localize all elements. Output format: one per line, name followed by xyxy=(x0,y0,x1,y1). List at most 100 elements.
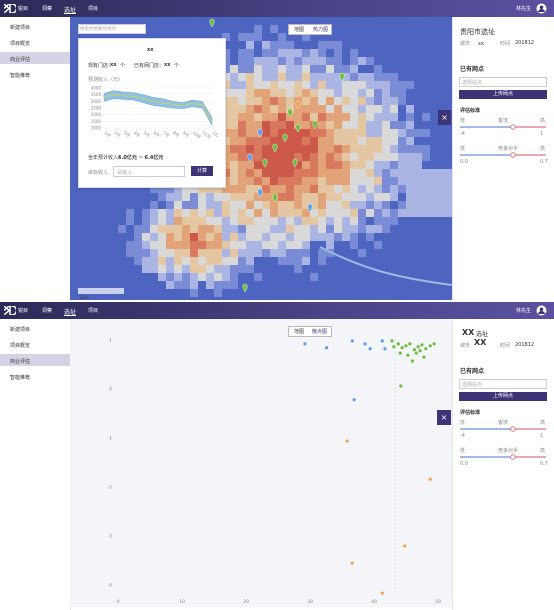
search-box[interactable] xyxy=(78,24,146,34)
upload-button[interactable]: 上传网点 xyxy=(459,392,547,401)
heat-cell xyxy=(310,265,318,273)
heat-cell xyxy=(318,289,326,297)
heat-cell xyxy=(414,209,422,217)
heat-cell xyxy=(174,241,182,249)
heat-cell xyxy=(358,145,366,153)
heat-cell xyxy=(382,225,390,233)
x-tick-label: 11月 xyxy=(202,130,212,140)
heat-cell xyxy=(334,33,342,41)
nav-item[interactable]: 洞察 xyxy=(42,6,53,12)
heat-cell xyxy=(222,297,230,300)
heat-cell xyxy=(166,273,174,281)
heat-cell xyxy=(78,273,86,281)
heat-cell xyxy=(342,289,350,297)
heat-cell xyxy=(78,217,86,225)
heat-cell xyxy=(374,89,382,97)
user-name[interactable]: 林先生 xyxy=(516,308,532,314)
store-select[interactable] xyxy=(459,77,547,87)
heat-cell xyxy=(446,257,452,265)
nav-item[interactable]: 项目 xyxy=(88,308,99,314)
toggle-item[interactable]: 地图 xyxy=(294,27,305,33)
heat-cell xyxy=(382,25,390,33)
nav-item[interactable]: 项目 xyxy=(88,6,99,12)
sidebar-item[interactable]: 新建项目 xyxy=(10,327,31,333)
heat-cell xyxy=(350,289,358,297)
header xyxy=(0,302,554,319)
heat-cell xyxy=(382,249,390,257)
heat-cell xyxy=(438,73,446,81)
heat-cell xyxy=(270,89,278,97)
heat-cell xyxy=(358,297,366,300)
heat-cell xyxy=(390,257,398,265)
heat-cell xyxy=(166,249,174,257)
heat-cell xyxy=(70,65,78,73)
slider-handle[interactable] xyxy=(510,426,516,432)
heat-cell xyxy=(246,41,254,49)
heat-cell xyxy=(342,81,350,89)
heat-cell xyxy=(246,281,254,289)
slider-handle[interactable] xyxy=(510,152,516,158)
heat-cell xyxy=(334,257,342,265)
heat-cell xyxy=(326,105,334,113)
toggle-item[interactable]: 散点图 xyxy=(312,329,328,335)
sidebar-item[interactable]: 商业评估 xyxy=(10,359,31,365)
sidebar-item[interactable]: 商业评估 xyxy=(10,57,31,63)
heat-cell xyxy=(102,273,110,281)
close-button[interactable]: × xyxy=(437,410,451,425)
other-unit: 个 xyxy=(174,63,180,69)
heat-cell xyxy=(430,41,438,49)
target-input[interactable] xyxy=(113,166,185,177)
heat-cell xyxy=(214,25,222,33)
heat-cell xyxy=(438,33,446,41)
heat-cell xyxy=(206,241,214,249)
heat-cell xyxy=(286,185,294,193)
heat-cell xyxy=(262,73,270,81)
heat-cell xyxy=(262,121,270,129)
sidebar-item[interactable]: 智能推荐 xyxy=(10,375,31,381)
sidebar-item[interactable]: 项目概览 xyxy=(10,41,31,47)
toggle-item[interactable]: 热力图 xyxy=(313,27,329,33)
calc-button[interactable]: 计算 xyxy=(191,166,213,176)
nav-item[interactable]: 选址 xyxy=(64,309,77,316)
y-tick-label: 2000 xyxy=(91,112,102,117)
heat-cell xyxy=(366,193,374,201)
heat-cell xyxy=(142,241,150,249)
sidebar-item[interactable]: 智能推荐 xyxy=(10,73,31,79)
heat-cell xyxy=(70,113,78,121)
toggle-item[interactable]: 地图 xyxy=(294,329,305,335)
heat-cell xyxy=(182,25,190,33)
heat-cell xyxy=(70,241,78,249)
heat-cell xyxy=(174,217,182,225)
heat-cell xyxy=(86,249,94,257)
nav-item[interactable]: 选址 xyxy=(64,7,77,14)
heat-cell xyxy=(278,169,286,177)
heat-cell xyxy=(198,209,206,217)
map-pin xyxy=(209,18,215,28)
heat-cell xyxy=(150,241,158,249)
nav-item[interactable]: 洞察 xyxy=(42,308,53,314)
heat-cell xyxy=(126,297,134,300)
slider-handle[interactable] xyxy=(510,454,516,460)
heat-cell xyxy=(238,89,246,97)
heat-cell xyxy=(70,265,78,273)
heat-cell xyxy=(358,265,366,273)
close-button[interactable]: × xyxy=(438,110,451,125)
heat-cell xyxy=(222,105,230,113)
heat-cell xyxy=(310,129,318,137)
sidebar-item[interactable]: 新建项目 xyxy=(10,25,31,31)
slider-handle[interactable] xyxy=(510,124,516,130)
heat-cell xyxy=(350,169,358,177)
heat-cell xyxy=(222,201,230,209)
heat-cell xyxy=(246,241,254,249)
heat-cell xyxy=(182,33,190,41)
heat-cell xyxy=(358,289,366,297)
user-name[interactable]: 林先生 xyxy=(516,6,532,12)
heat-cell xyxy=(350,233,358,241)
heat-cell xyxy=(422,33,430,41)
sidebar-item[interactable]: 项目概览 xyxy=(10,343,31,349)
heat-cell xyxy=(190,17,198,25)
upload-button[interactable]: 上传网点 xyxy=(459,90,547,99)
heat-cell xyxy=(422,225,430,233)
heat-cell xyxy=(318,217,326,225)
store-select[interactable] xyxy=(459,379,547,389)
